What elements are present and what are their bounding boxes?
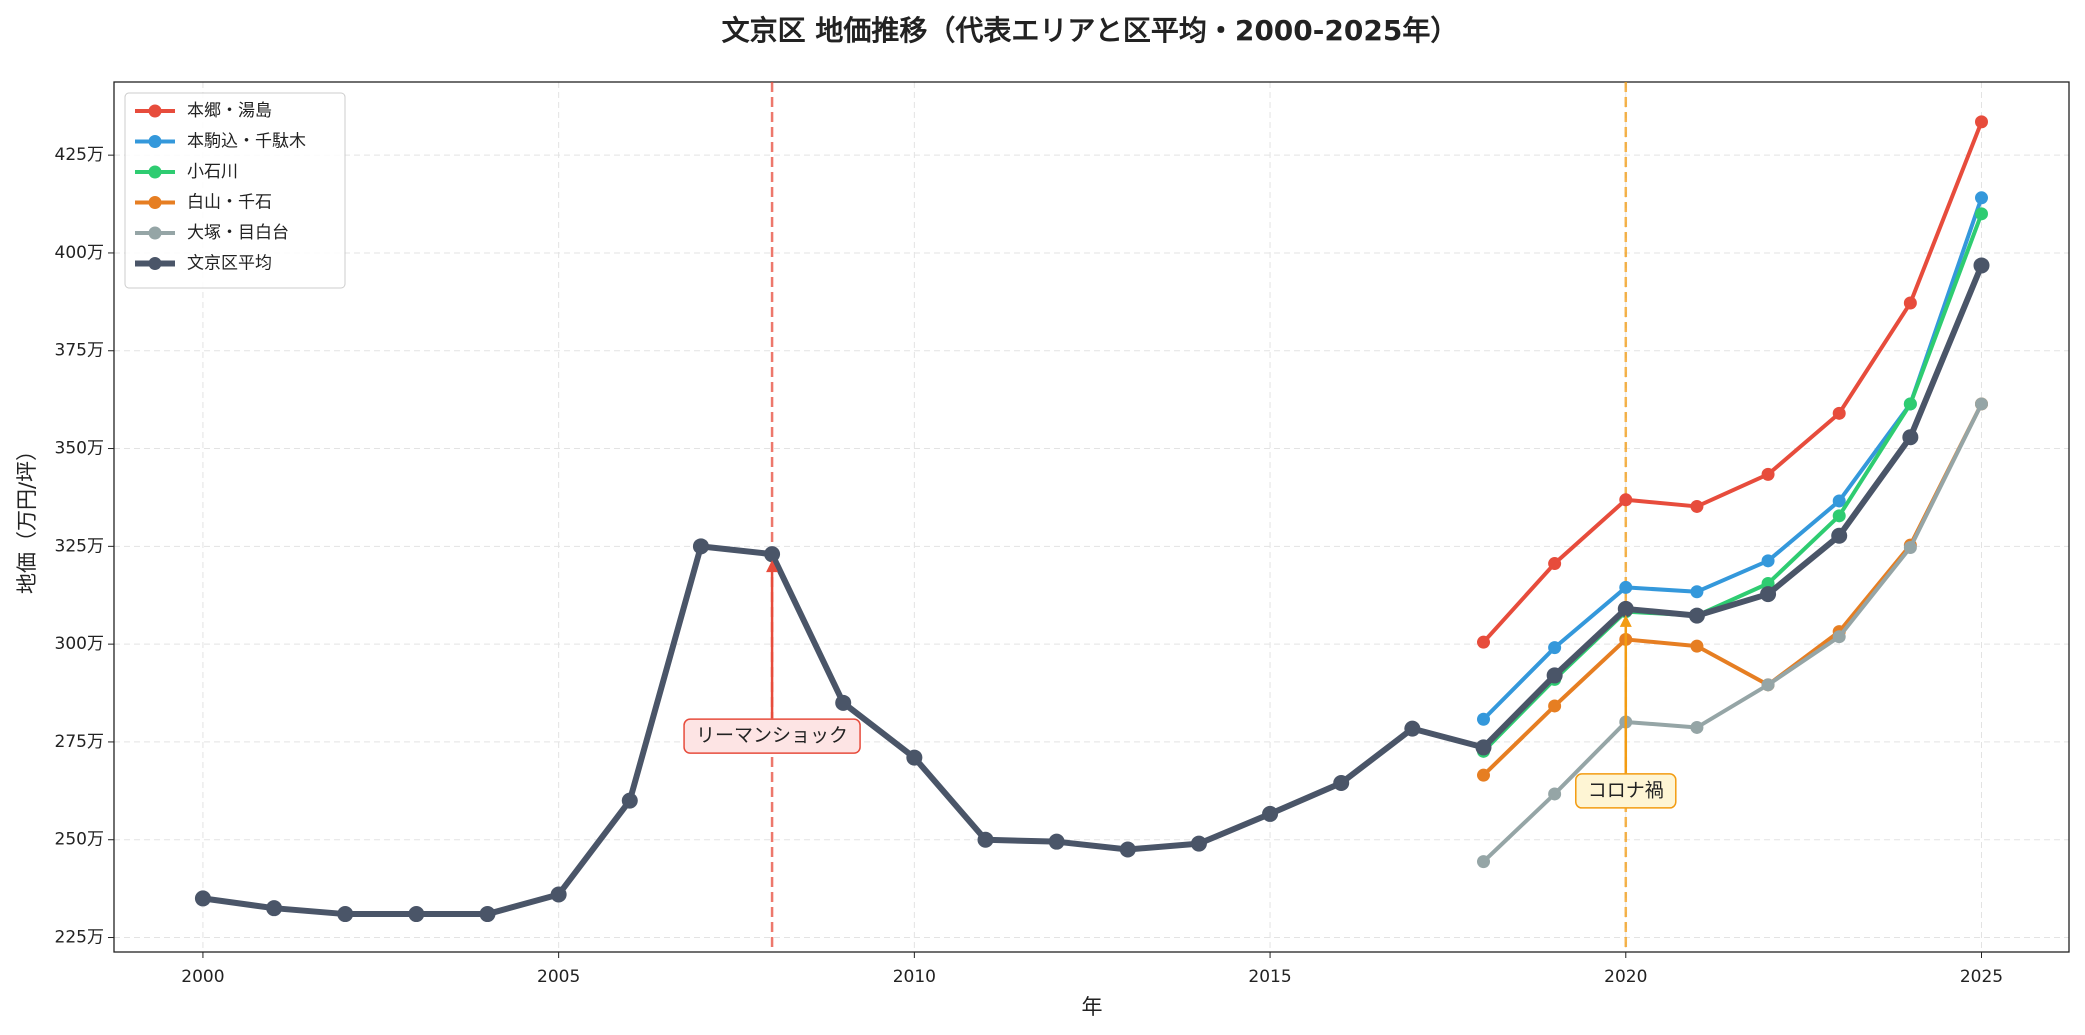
data-point — [1690, 585, 1704, 599]
data-point — [1119, 841, 1136, 858]
legend-label: 小石川 — [187, 162, 238, 182]
y-tick-label: 275万 — [55, 732, 104, 752]
data-point — [1619, 493, 1633, 507]
data-point — [1690, 720, 1704, 734]
data-point — [194, 890, 211, 907]
data-point — [1546, 667, 1563, 684]
data-point — [1404, 720, 1421, 737]
data-point — [1973, 257, 1990, 274]
series-line — [1482, 403, 1984, 864]
data-point — [1903, 541, 1917, 555]
data-point — [1688, 607, 1705, 624]
x-tick-label: 2000 — [181, 967, 224, 987]
data-point — [1903, 397, 1917, 411]
data-point — [1548, 787, 1562, 801]
data-point — [1831, 527, 1848, 544]
data-point — [1476, 635, 1490, 649]
legend-label: 文京区平均 — [187, 254, 272, 274]
legend-marker — [148, 104, 162, 118]
data-point — [266, 900, 283, 917]
x-tick-label: 2005 — [537, 967, 580, 987]
y-tick-label: 300万 — [55, 634, 104, 654]
data-point — [1832, 509, 1846, 523]
data-point — [479, 906, 496, 923]
data-point — [1617, 600, 1634, 617]
data-point — [1974, 191, 1988, 205]
legend-marker — [148, 135, 162, 148]
x-tick-label: 2015 — [1248, 967, 1291, 987]
x-tick-label: 2010 — [893, 967, 936, 987]
data-point — [1476, 855, 1490, 869]
data-point — [1476, 712, 1490, 726]
y-axis-label: 地価（万円/坪） — [15, 440, 39, 594]
data-point — [1761, 678, 1775, 692]
data-point — [1690, 499, 1704, 513]
legend-marker — [148, 196, 162, 209]
legend-label: 本郷・湯島 — [187, 101, 272, 121]
data-point — [1974, 397, 1988, 411]
data-point — [1333, 775, 1350, 792]
data-point — [977, 831, 994, 848]
data-point — [1262, 805, 1279, 822]
data-point — [1619, 580, 1633, 594]
annotation-arrowhead — [1619, 614, 1632, 627]
legend-marker — [148, 257, 162, 270]
annotation-text: コロナ禍 — [1588, 779, 1664, 801]
series-line — [1482, 121, 1984, 644]
data-point — [1902, 429, 1919, 446]
annotation-text: リーマンショック — [696, 725, 848, 747]
y-tick-label: 250万 — [55, 830, 104, 850]
series-line — [202, 264, 1985, 918]
x-axis-label: 年 — [1082, 995, 1103, 1019]
data-point — [1548, 641, 1562, 655]
x-tick-label: 2020 — [1604, 967, 1647, 987]
annotation-box — [1575, 773, 1677, 809]
data-point — [1548, 557, 1562, 571]
data-point — [408, 906, 425, 923]
data-point — [1475, 739, 1492, 756]
data-point — [1761, 577, 1775, 591]
y-tick-label: 400万 — [55, 243, 104, 263]
data-point — [337, 906, 354, 923]
y-tick-label: 375万 — [55, 341, 104, 361]
data-point — [1048, 833, 1065, 850]
legend-box — [124, 92, 346, 289]
legend-marker — [148, 226, 162, 240]
y-tick-label: 425万 — [55, 145, 104, 165]
data-point — [1760, 586, 1777, 603]
legend-label: 大塚・目白台 — [187, 223, 289, 243]
chart-title: 文京区 地価推移（代表エリアと区平均・2000-2025年） — [722, 14, 1459, 47]
data-point — [692, 538, 709, 555]
data-point — [1832, 406, 1846, 420]
legend-label: 本駒込・千駄木 — [187, 132, 306, 152]
y-tick-label: 325万 — [55, 536, 104, 556]
x-tick-label: 2025 — [1960, 967, 2003, 987]
legend-label: 白山・千石 — [187, 193, 272, 213]
data-point — [1974, 115, 1988, 129]
y-tick-label: 225万 — [55, 928, 104, 948]
annotation-box — [683, 718, 861, 754]
data-point — [1190, 835, 1207, 852]
data-point — [1548, 699, 1562, 713]
data-point — [1832, 630, 1846, 644]
data-point — [906, 749, 923, 766]
annotation-arrowhead — [766, 560, 779, 573]
plot-frame — [113, 81, 2070, 953]
y-tick-label: 350万 — [55, 439, 104, 459]
data-point — [835, 694, 852, 711]
data-point — [1974, 207, 1988, 221]
data-point — [1690, 639, 1704, 653]
data-point — [621, 792, 638, 809]
data-point — [1761, 554, 1775, 568]
legend-marker — [148, 165, 162, 179]
data-point — [550, 886, 567, 903]
data-point — [764, 546, 781, 563]
data-point — [1476, 768, 1490, 782]
data-point — [1832, 494, 1846, 508]
data-point — [1903, 296, 1917, 310]
data-point — [1761, 467, 1775, 481]
